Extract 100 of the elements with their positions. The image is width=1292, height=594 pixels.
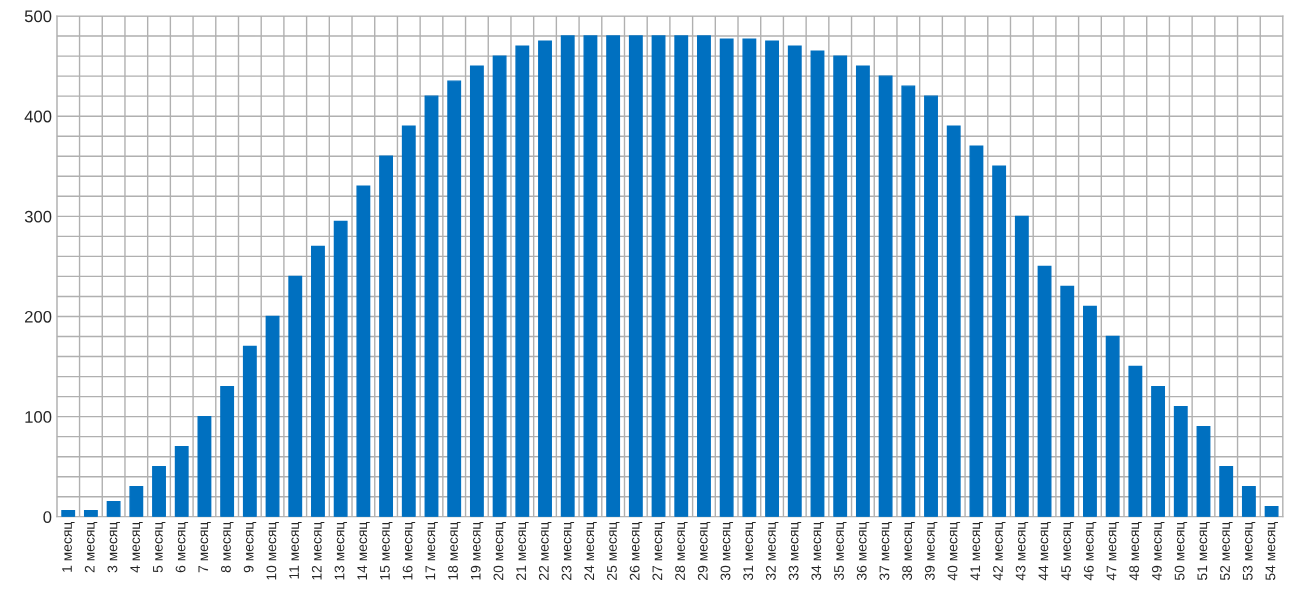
bar (946, 125, 961, 517)
x-tick-label: 21 месяц (516, 521, 529, 580)
bar (401, 125, 416, 517)
bar (469, 65, 484, 517)
bar (697, 35, 711, 517)
bar (1014, 215, 1029, 517)
x-tick-label: 37 месяц (879, 521, 892, 581)
bar (810, 50, 825, 517)
x-tick-label: 25 месяц (607, 521, 620, 580)
bar (1060, 285, 1075, 517)
bar (901, 85, 916, 517)
x-tick-label: 30 месяц (720, 521, 734, 581)
bar (83, 510, 98, 517)
x-tick-label: 49 месяц (1151, 521, 1165, 581)
bar (538, 40, 552, 517)
bar (628, 35, 643, 517)
bar (333, 220, 348, 517)
bar (1241, 486, 1256, 517)
x-tick-label: 43 месяц (1015, 521, 1029, 581)
x-tick-label: 28 месяц (675, 521, 688, 580)
x-tick-label: 45 месяц (1061, 521, 1074, 581)
bar (787, 45, 802, 517)
bar (265, 315, 280, 517)
bar (1105, 335, 1120, 517)
bar (719, 38, 734, 517)
x-tick-label: 42 месяц (993, 521, 1006, 581)
bar (1264, 506, 1279, 517)
x-tick-label: 9 месяц (243, 521, 257, 573)
x-tick-label: 26 месяц (629, 521, 643, 580)
x-tick-label: 23 месяц (561, 521, 575, 580)
x-tick-label: 11 месяц (289, 521, 302, 579)
x-tick-label: 47 месяц (1106, 521, 1120, 581)
bar (1037, 265, 1052, 517)
bar (878, 75, 893, 517)
x-tick-label: 34 месяц (811, 521, 824, 581)
bar (969, 145, 984, 517)
bar (583, 35, 598, 517)
x-tick-label: 7 месяц (198, 521, 211, 573)
x-tick-label: 50 месяц (1174, 521, 1188, 581)
bar (61, 510, 76, 517)
x-tick-label: 19 месяц (470, 521, 484, 580)
bar (1196, 425, 1211, 517)
x-tick-label: 36 месяц (856, 521, 870, 581)
x-tick-label: 8 месяц (221, 521, 234, 573)
x-tick-label: 40 месяц (947, 521, 961, 581)
x-tick-label: 35 месяц (834, 521, 847, 581)
x-tick-label: 41 месяц (970, 521, 983, 581)
x-tick-label: 27 месяц (652, 521, 665, 580)
x-tick-label: 5 месяц (153, 521, 166, 573)
bar (174, 445, 189, 517)
bar (424, 95, 439, 517)
x-tick-label: 29 месяц (697, 521, 711, 580)
bar (447, 80, 462, 517)
bar (742, 38, 757, 517)
bar (1173, 405, 1188, 517)
x-tick-label: 15 месяц (380, 521, 393, 580)
x-tick-label: 14 месяц (357, 521, 370, 580)
x-tick-label: 20 месяц (493, 521, 506, 580)
x-tick-label: 3 месяц (107, 521, 120, 573)
bar (492, 55, 507, 517)
x-tick-label: 32 месяц (765, 521, 779, 581)
x-tick-label: 22 месяц (538, 521, 552, 580)
bar (651, 35, 666, 517)
bar (1219, 466, 1234, 517)
bar (1083, 305, 1097, 517)
x-tick-label: 53 месяц (1242, 521, 1256, 581)
bar (1151, 385, 1166, 517)
bar (152, 466, 166, 517)
x-tick-label: 44 месяц (1038, 521, 1051, 581)
bar (311, 245, 325, 517)
x-tick-label: 18 месяц (448, 521, 461, 580)
x-tick-label: 46 месяц (1083, 521, 1097, 581)
x-tick-label: 2 месяц (84, 521, 98, 573)
x-tick-label: 39 месяц (924, 521, 938, 581)
bar (106, 501, 121, 517)
bar (220, 385, 235, 517)
bar (606, 35, 621, 517)
y-tick-label: 0 (43, 511, 52, 523)
bar (560, 35, 575, 517)
x-tick-label: 12 месяц (311, 521, 325, 580)
bar (765, 40, 780, 517)
x-tick-label: 17 месяц (425, 521, 438, 580)
x-tick-label: 10 месяц (266, 521, 279, 580)
bar (129, 486, 144, 517)
bar (1128, 365, 1143, 517)
bar (833, 55, 848, 517)
x-tick-label: 48 месяц (1129, 521, 1142, 581)
y-tick-label: 500 (24, 10, 52, 23)
x-tick-label: 4 месяц (130, 521, 143, 573)
y-tick-label: 100 (25, 411, 52, 423)
x-tick-label: 6 месяц (175, 521, 189, 573)
x-tick-label: 16 месяц (402, 521, 416, 580)
x-tick-label: 24 месяц (584, 521, 597, 580)
y-tick-label: 200 (25, 310, 52, 323)
x-tick-label: 51 месяц (1197, 521, 1210, 581)
y-tick-label: 400 (24, 110, 52, 123)
x-tick-label: 38 месяц (902, 521, 915, 581)
x-tick-label: 13 месяц (334, 521, 348, 580)
bar (242, 345, 257, 517)
bar (674, 35, 689, 517)
